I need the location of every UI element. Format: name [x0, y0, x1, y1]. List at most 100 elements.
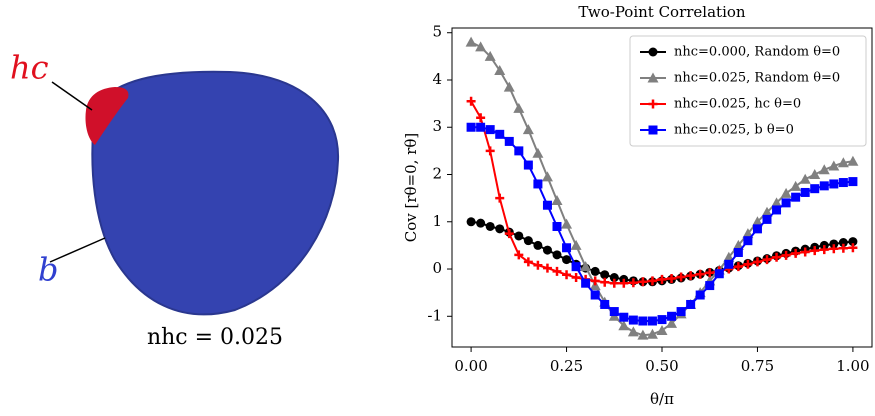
- marker: [561, 218, 573, 229]
- marker: [676, 307, 686, 317]
- series: [466, 122, 858, 326]
- marker: [513, 102, 525, 113]
- marker: [590, 276, 600, 286]
- marker: [742, 228, 754, 239]
- b-pointer: [49, 237, 106, 263]
- marker: [829, 179, 839, 189]
- marker: [648, 99, 658, 109]
- marker: [514, 231, 524, 241]
- marker: [514, 250, 524, 260]
- marker: [818, 164, 830, 175]
- marker: [503, 81, 515, 92]
- y-tick-label: 2: [432, 165, 442, 183]
- marker: [542, 263, 552, 273]
- x-tick-label: 0.25: [550, 357, 583, 375]
- marker: [533, 179, 543, 189]
- marker: [571, 262, 581, 272]
- marker: [714, 269, 724, 279]
- series: [466, 96, 858, 288]
- x-axis-label: θ/π: [650, 390, 674, 408]
- y-tick-label: -1: [427, 306, 442, 324]
- marker: [484, 50, 496, 61]
- y-tick-label: 4: [432, 70, 442, 88]
- marker: [514, 146, 524, 156]
- marker: [723, 251, 735, 262]
- marker: [686, 271, 696, 281]
- marker: [466, 96, 476, 106]
- marker: [799, 173, 811, 184]
- marker: [532, 147, 544, 158]
- marker: [752, 257, 762, 267]
- marker: [466, 122, 476, 132]
- marker: [705, 268, 715, 278]
- y-tick-label: 3: [432, 117, 442, 135]
- marker: [695, 269, 705, 279]
- marker: [628, 315, 638, 325]
- y-axis-label: Cov [rθ=0, rθ]: [402, 133, 420, 243]
- hc-pointer: [51, 81, 93, 111]
- marker: [848, 177, 858, 187]
- marker: [637, 329, 649, 340]
- caption: nhc = 0.025: [147, 325, 283, 350]
- marker: [743, 259, 753, 269]
- legend-label: nhc=0.000, Random θ=0: [674, 45, 840, 60]
- marker: [562, 270, 572, 280]
- marker: [771, 197, 783, 208]
- marker: [657, 274, 667, 284]
- marker: [600, 299, 610, 309]
- marker: [495, 129, 505, 139]
- marker: [781, 198, 791, 208]
- marker: [848, 237, 858, 247]
- x-tick-label: 0.75: [741, 357, 774, 375]
- marker: [600, 270, 610, 280]
- x-tick-label: 0.00: [454, 357, 487, 375]
- marker: [667, 311, 677, 321]
- marker: [533, 260, 543, 270]
- marker: [646, 328, 658, 339]
- series: [465, 36, 859, 340]
- legend-label: nhc=0.025, hc θ=0: [674, 97, 801, 112]
- marker: [686, 299, 696, 309]
- legend-label: nhc=0.025, Random θ=0: [674, 71, 840, 86]
- marker: [600, 277, 610, 287]
- marker: [485, 146, 495, 156]
- marker: [800, 247, 810, 257]
- marker: [533, 240, 543, 250]
- marker: [838, 178, 848, 188]
- marker: [552, 266, 562, 276]
- legend-label: nhc=0.025, b θ=0: [674, 123, 794, 138]
- marker: [780, 187, 792, 198]
- marker: [648, 125, 658, 135]
- marker: [772, 205, 782, 215]
- y-tick-label: 5: [432, 23, 442, 41]
- marker: [667, 273, 677, 283]
- hc-region: [85, 87, 129, 145]
- marker: [676, 272, 686, 282]
- marker: [647, 72, 659, 83]
- chart-title: Two-Point Correlation: [578, 3, 746, 21]
- marker: [666, 317, 678, 328]
- marker: [638, 316, 648, 326]
- x-tick-label: 0.50: [645, 357, 678, 375]
- marker: [790, 180, 802, 191]
- marker: [590, 266, 600, 276]
- marker: [552, 221, 562, 231]
- marker: [504, 229, 514, 239]
- marker: [495, 193, 505, 203]
- marker: [838, 243, 848, 253]
- marker: [562, 255, 572, 265]
- marker: [628, 278, 638, 288]
- hc-label: hc: [10, 49, 49, 87]
- marker: [751, 216, 763, 227]
- marker: [810, 246, 820, 256]
- marker: [743, 236, 753, 246]
- marker: [618, 320, 630, 331]
- marker: [829, 244, 839, 254]
- marker: [638, 277, 648, 287]
- marker: [504, 136, 514, 146]
- marker: [476, 113, 486, 123]
- marker: [495, 224, 505, 234]
- marker: [733, 247, 743, 257]
- y-tick-label: 1: [432, 212, 442, 230]
